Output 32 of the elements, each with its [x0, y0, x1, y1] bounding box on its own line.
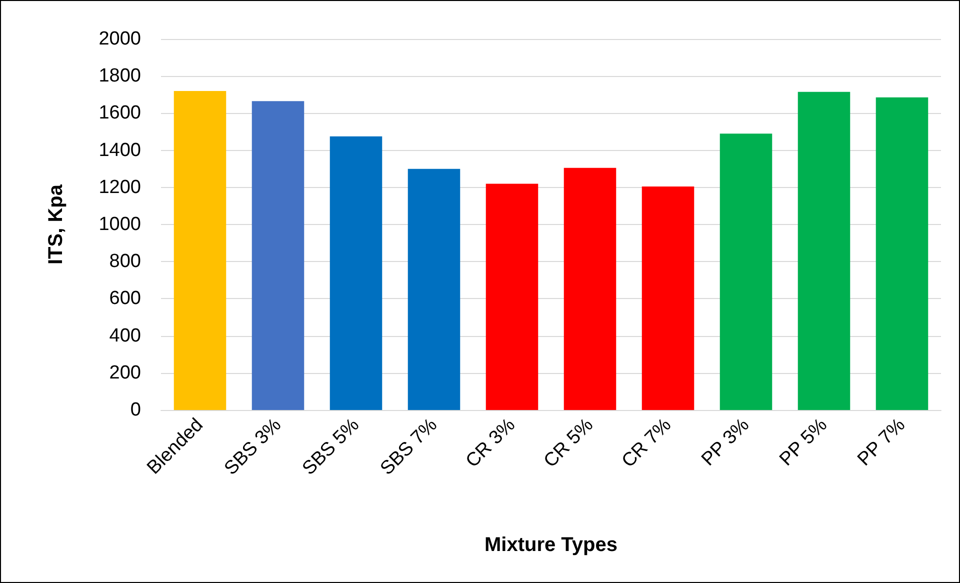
x-tick-label: CR 7%	[618, 414, 676, 472]
x-tick-label: PP 7%	[854, 414, 910, 470]
y-tick-label: 1000	[98, 214, 141, 235]
x-tick-label: SBS 5%	[298, 414, 364, 480]
y-axis-title: ITS, Kpa	[45, 184, 67, 265]
x-tick-label: CR 3%	[462, 414, 520, 472]
y-tick-label: 1200	[98, 176, 141, 198]
bar	[408, 168, 460, 410]
bar	[798, 92, 850, 410]
x-tick-label: SBS 3%	[220, 414, 286, 480]
y-tick-label: 0	[130, 400, 141, 420]
bar	[876, 97, 928, 410]
y-tick-label: 2000	[98, 28, 141, 50]
x-tick-label: PP 5%	[776, 414, 832, 470]
bar	[486, 184, 538, 410]
y-tick-label: 1400	[98, 140, 141, 161]
x-tick-label: CR 5%	[540, 414, 598, 472]
bar	[642, 186, 694, 410]
bar	[174, 90, 226, 410]
bar	[252, 101, 304, 410]
y-tick-label: 1600	[98, 102, 141, 124]
y-tick-label: 400	[109, 325, 141, 346]
y-tick-label: 200	[109, 362, 141, 384]
bar	[330, 136, 382, 410]
x-tick-label: PP 3%	[698, 414, 754, 470]
y-tick-label: 600	[109, 288, 141, 310]
bar	[564, 168, 616, 410]
bar	[720, 134, 772, 410]
x-tick-label: SBS 7%	[376, 414, 442, 480]
x-axis-title: Mixture Types	[484, 534, 618, 556]
y-tick-label: 1800	[98, 66, 141, 87]
y-tick-label: 800	[109, 251, 141, 272]
